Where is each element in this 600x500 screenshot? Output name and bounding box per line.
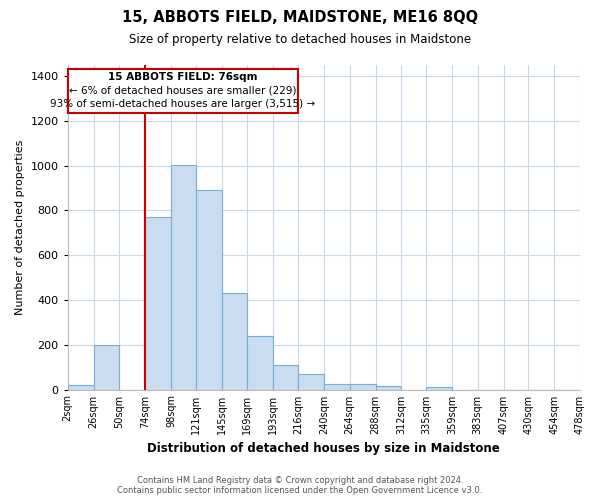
Bar [273,365,298,390]
Bar [145,217,171,390]
Y-axis label: Number of detached properties: Number of detached properties [15,140,25,315]
Text: Size of property relative to detached houses in Maidstone: Size of property relative to detached ho… [129,32,471,46]
Bar [350,384,376,390]
Bar [94,345,119,390]
Bar [171,164,196,390]
Bar [324,384,350,390]
Text: 15 ABBOTS FIELD: 76sqm: 15 ABBOTS FIELD: 76sqm [108,72,257,82]
Bar [68,385,94,390]
Bar [298,374,324,390]
Bar [196,190,221,390]
FancyBboxPatch shape [68,70,298,113]
Bar [376,386,401,390]
Text: 93% of semi-detached houses are larger (3,515) →: 93% of semi-detached houses are larger (… [50,100,316,110]
Text: ← 6% of detached houses are smaller (229): ← 6% of detached houses are smaller (229… [69,86,296,96]
Text: Contains HM Land Registry data © Crown copyright and database right 2024.
Contai: Contains HM Land Registry data © Crown c… [118,476,482,495]
Bar [426,388,452,390]
Text: 15, ABBOTS FIELD, MAIDSTONE, ME16 8QQ: 15, ABBOTS FIELD, MAIDSTONE, ME16 8QQ [122,10,478,25]
X-axis label: Distribution of detached houses by size in Maidstone: Distribution of detached houses by size … [148,442,500,455]
Bar [221,294,247,390]
Bar [247,336,273,390]
